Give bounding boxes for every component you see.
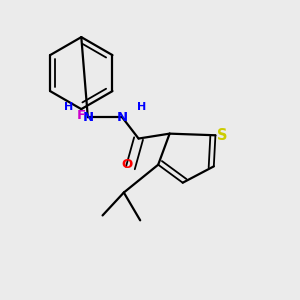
Text: H: H (64, 103, 73, 112)
Text: N: N (117, 111, 128, 124)
Text: S: S (217, 128, 227, 143)
Text: H: H (137, 103, 146, 112)
Text: N: N (82, 111, 93, 124)
Text: O: O (122, 158, 133, 171)
Text: F: F (77, 109, 86, 122)
